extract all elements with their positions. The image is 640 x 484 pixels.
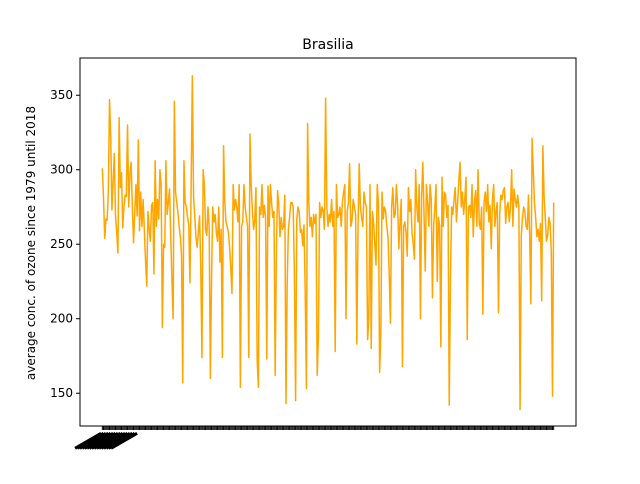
x-tick-label-mark	[110, 432, 138, 450]
y-tick-label: 300	[50, 163, 73, 177]
ozone-series-line	[101, 75, 555, 411]
plot-frame	[79, 57, 577, 427]
y-axis-label: average conc. of ozone since 1979 until …	[24, 106, 38, 380]
y-tick-label: 150	[50, 386, 73, 400]
y-tick-label: 200	[50, 312, 73, 326]
y-tick-label: 250	[50, 237, 73, 251]
plot-area: 150 200 250 300 350	[50, 75, 555, 450]
y-tick-label: 350	[50, 88, 73, 102]
chart-title: Brasilia	[302, 37, 353, 53]
